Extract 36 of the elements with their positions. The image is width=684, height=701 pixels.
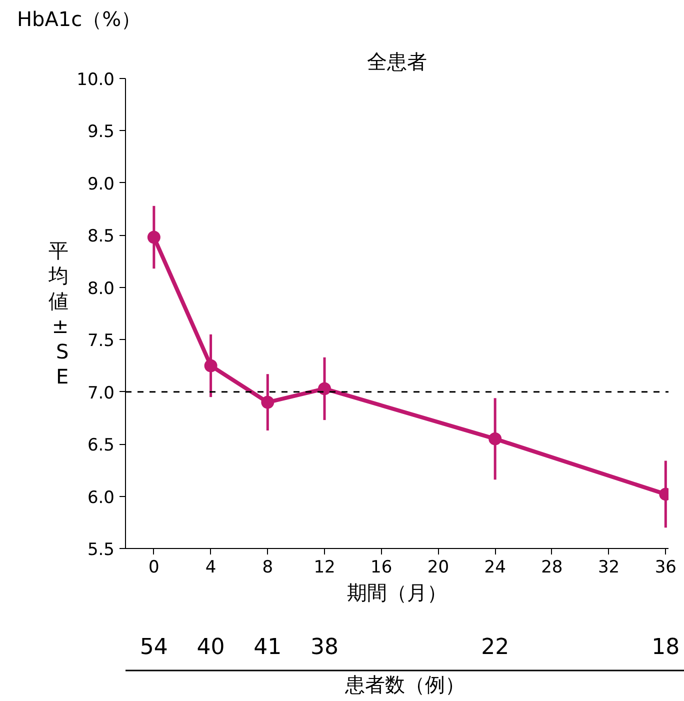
text: 40 xyxy=(196,635,225,660)
x-tick-label: 24 xyxy=(484,558,506,578)
x-tick-label: 16 xyxy=(370,558,392,578)
x-tick-label: 32 xyxy=(598,558,620,578)
y-tick-label: 5.5 xyxy=(87,540,115,560)
text: 54 xyxy=(140,635,168,660)
x-tick-label: 28 xyxy=(541,558,563,578)
y-tick-label: 8.0 xyxy=(87,278,115,299)
y-tick-label: 9.5 xyxy=(87,122,115,142)
text: 22 xyxy=(481,635,510,660)
y-tick-label: 9.0 xyxy=(87,174,115,194)
x-tick-label: 12 xyxy=(314,558,336,578)
text: 18 xyxy=(652,635,680,660)
x-tick-label: 20 xyxy=(427,558,450,578)
text: 平均値±SE xyxy=(48,238,69,388)
x-tick-label: 4 xyxy=(205,558,216,578)
y-tick-label: 7.0 xyxy=(87,383,115,404)
x-tick-label: 36 xyxy=(654,558,676,578)
point xyxy=(318,382,332,396)
point xyxy=(204,359,218,372)
x-tick-label: 0 xyxy=(148,558,160,578)
x-axis-title: 期間（月） xyxy=(347,580,447,604)
text: 41 xyxy=(254,635,282,660)
text: 患者数（例） xyxy=(344,672,465,696)
chart-title: 全患者 xyxy=(367,50,427,74)
y-tick-label: 7.5 xyxy=(87,331,115,352)
y-axis-title: HbA1c（%） xyxy=(17,6,142,33)
text: 38 xyxy=(310,635,339,660)
point xyxy=(488,432,502,446)
y-tick-label: 8.5 xyxy=(87,226,115,247)
point xyxy=(147,230,160,244)
y-tick-label: 10.0 xyxy=(76,70,115,90)
y-tick-label: 6.5 xyxy=(87,436,115,456)
x-tick-label: 8 xyxy=(262,558,274,578)
point xyxy=(261,396,274,409)
y-tick-label: 6.0 xyxy=(87,488,115,508)
